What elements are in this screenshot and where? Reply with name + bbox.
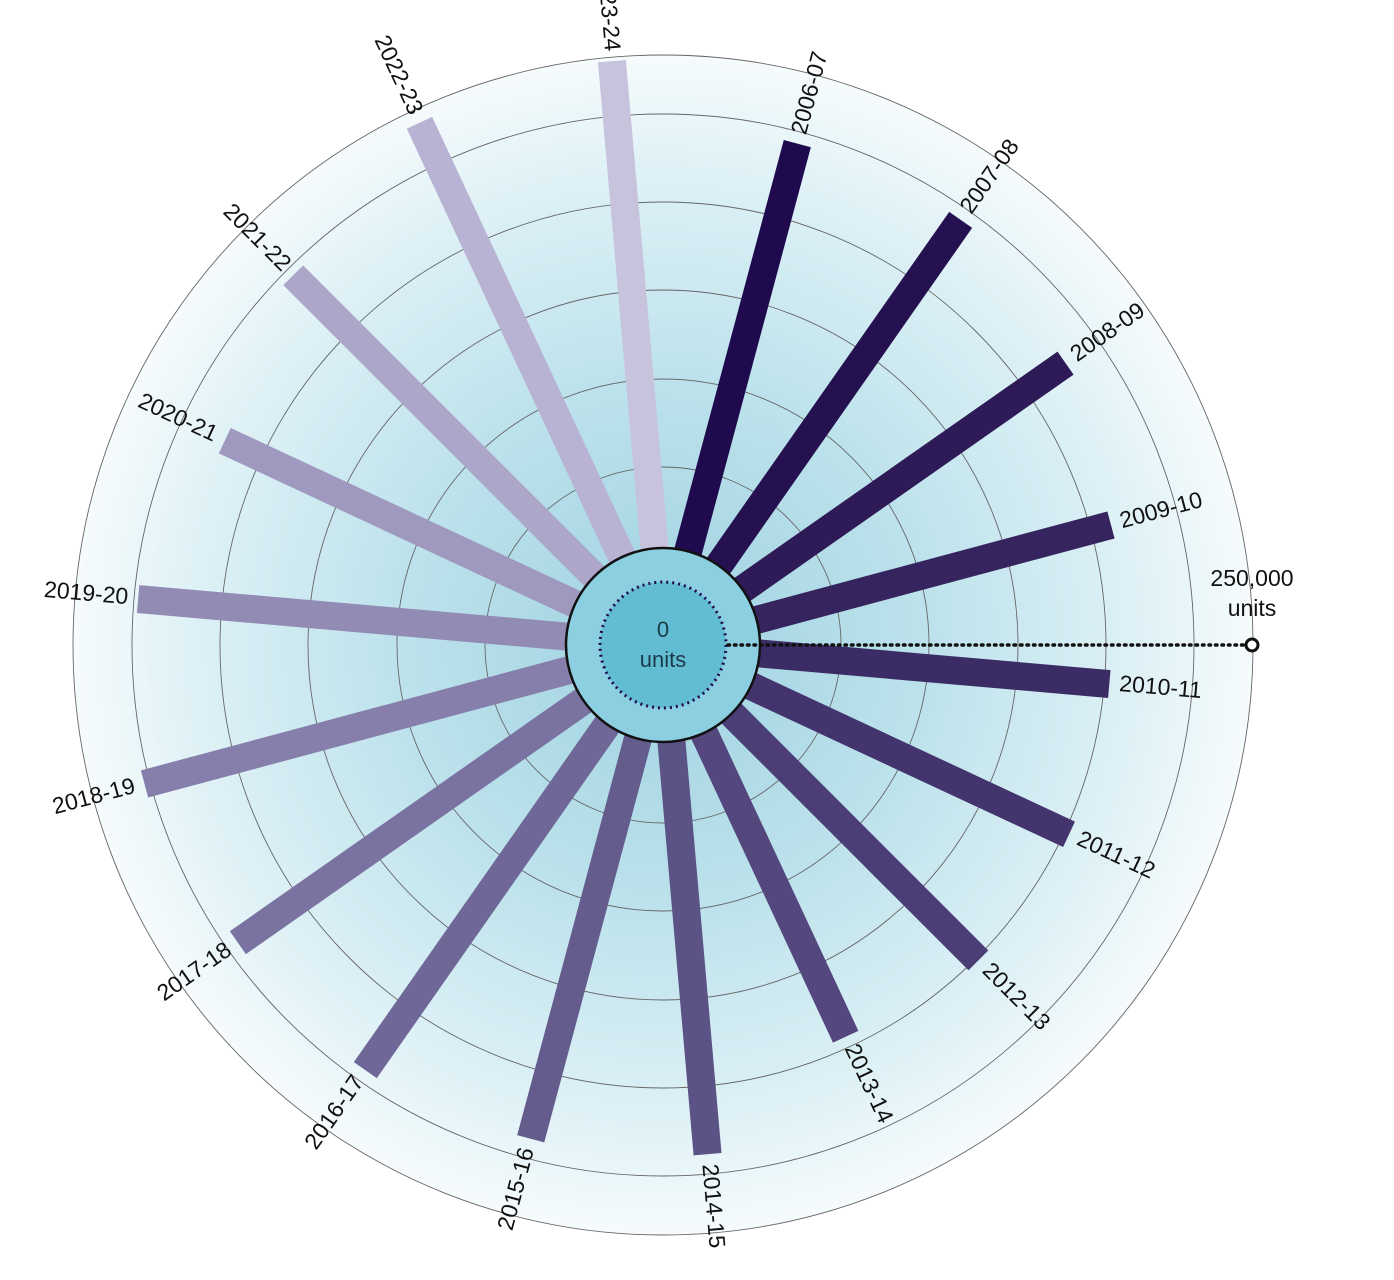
scale-endpoint-marker [1244, 637, 1260, 653]
center-value-label: 0 [657, 617, 669, 642]
bar-2016-17 [353, 700, 631, 1079]
max-unit-label: units [1228, 595, 1277, 621]
center-inner-circle [598, 580, 728, 710]
bar-2012-13 [707, 689, 989, 971]
bar-2020-21 [218, 427, 600, 626]
bar-2009-10 [733, 511, 1115, 639]
center-unit-label: units [640, 647, 686, 672]
bar-2015-16 [517, 715, 657, 1143]
bar-2023-24 [597, 59, 671, 570]
bar-2008-09 [718, 351, 1074, 613]
bar-2022-23 [406, 116, 644, 582]
category-label-2022-23: 2022-23 [370, 31, 429, 119]
bar-2011-12 [726, 664, 1075, 848]
bar-2010-11 [738, 637, 1111, 698]
category-label-2023-24: 2023-24 [593, 0, 626, 52]
grid-ring [131, 113, 1195, 1177]
bar-2013-14 [682, 708, 859, 1043]
grid-ring [307, 289, 1019, 1001]
bar-2019-20 [136, 585, 588, 653]
bar-2014-15 [655, 720, 722, 1156]
bar-2018-19 [140, 651, 593, 798]
bar-2021-22 [283, 265, 619, 601]
bar-2006-07 [669, 140, 811, 575]
bar-2017-18 [229, 677, 608, 955]
max-value-label: 250,000 [1210, 565, 1293, 591]
bars [136, 59, 1115, 1156]
bar-2007-08 [695, 211, 973, 590]
